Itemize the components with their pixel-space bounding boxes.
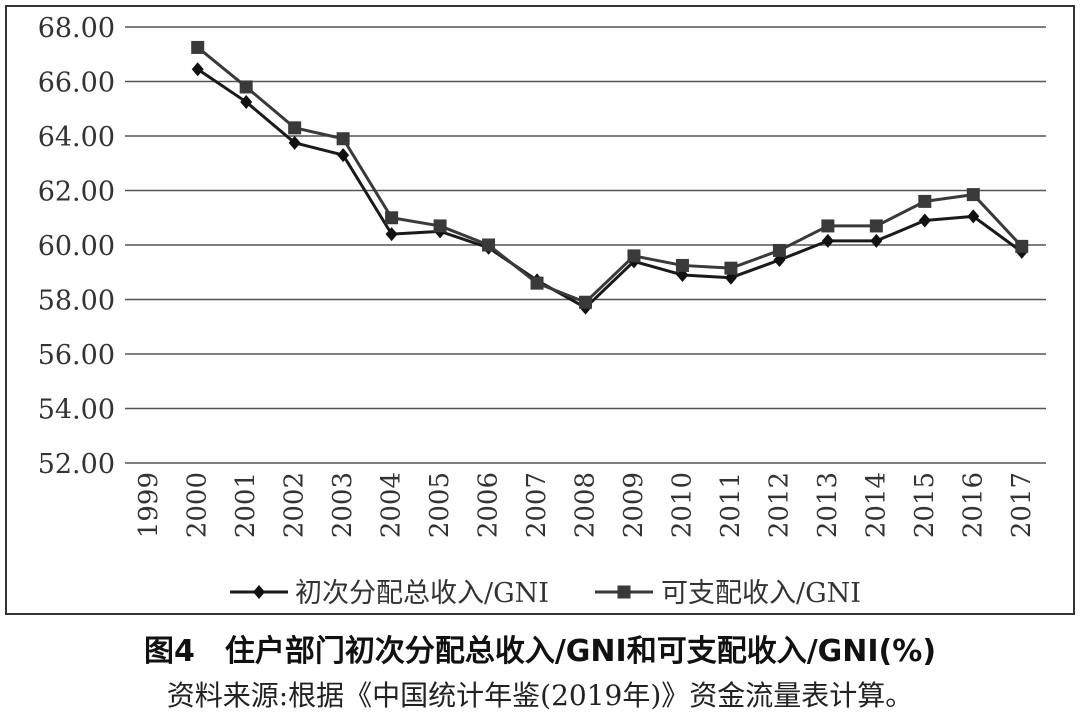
data-point xyxy=(773,252,786,267)
data-point xyxy=(627,249,641,263)
data-point xyxy=(385,227,398,242)
x-tick-label: 1999 xyxy=(134,472,164,538)
data-point xyxy=(240,94,253,109)
x-axis-ticks: 1999 2000 2001 2002 2003 2004 2005 2006 2007 2008… xyxy=(134,472,1037,538)
x-tick-label: 2013 xyxy=(813,472,843,538)
y-tick-label: 64.00 xyxy=(38,122,115,153)
figure-source: 资料来源:根据《中国统计年鉴(2019年)》资金流量表计算。 xyxy=(166,679,914,712)
x-tick-label: 2017 xyxy=(1007,472,1037,538)
legend-item-1: 初次分配总收入/GNI xyxy=(230,578,549,609)
y-tick-label: 58.00 xyxy=(38,286,115,317)
data-point xyxy=(821,233,834,248)
x-tick-label: 2001 xyxy=(231,472,261,538)
x-tick-label: 2005 xyxy=(425,472,455,538)
data-point xyxy=(337,148,350,163)
series xyxy=(191,40,1029,315)
legend-item-2: 可支配收入/GNI xyxy=(595,578,861,609)
x-tick-label: 2014 xyxy=(861,472,891,538)
series-line xyxy=(196,67,1023,310)
data-point xyxy=(530,276,544,290)
data-point xyxy=(821,219,835,233)
legend-label: 初次分配总收入/GNI xyxy=(295,578,549,609)
data-point xyxy=(772,243,786,257)
data-point xyxy=(288,121,302,135)
x-tick-label: 2012 xyxy=(764,472,794,538)
data-point xyxy=(724,261,738,275)
x-tick-label: 2008 xyxy=(571,472,601,538)
legend-marker xyxy=(617,585,631,599)
data-point xyxy=(869,219,883,233)
x-tick-label: 2006 xyxy=(474,472,504,538)
x-tick-label: 2000 xyxy=(183,472,213,538)
x-tick-label: 2010 xyxy=(667,472,697,538)
data-point xyxy=(1015,239,1029,253)
legend-label: 可支配收入/GNI xyxy=(661,578,861,609)
data-point xyxy=(336,132,350,146)
series-line xyxy=(196,46,1023,304)
y-tick-label: 62.00 xyxy=(38,177,115,208)
y-tick-label: 66.00 xyxy=(38,68,115,99)
chart-border xyxy=(5,5,1075,615)
x-tick-label: 2009 xyxy=(619,472,649,538)
y-tick-label: 52.00 xyxy=(38,449,115,480)
y-axis-ticks: 52.00 54.00 56.00 58.00 60.00 62.00 64.00 66.00… xyxy=(38,13,115,480)
data-point xyxy=(918,213,931,228)
data-point xyxy=(385,211,399,225)
data-point xyxy=(966,188,980,202)
y-tick-label: 60.00 xyxy=(38,231,115,262)
chart: 52.00 54.00 56.00 58.00 60.00 62.00 64.00 66.00… xyxy=(5,5,1075,615)
data-point xyxy=(288,135,301,150)
data-point xyxy=(870,233,883,248)
x-tick-label: 2004 xyxy=(377,472,407,538)
y-tick-label: 54.00 xyxy=(38,395,115,426)
y-tick-label: 68.00 xyxy=(38,13,115,44)
y-tick-label: 56.00 xyxy=(38,340,115,371)
data-point xyxy=(191,40,205,54)
figure-title: 图4 住户部门初次分配总收入/GNI和可支配收入/GNI(%) xyxy=(143,634,937,669)
x-tick-label: 2011 xyxy=(716,472,746,538)
data-point xyxy=(482,238,496,252)
data-point xyxy=(433,219,447,233)
data-point xyxy=(191,62,204,77)
data-point xyxy=(579,295,592,309)
x-tick-label: 2015 xyxy=(910,472,940,538)
data-point xyxy=(918,194,932,208)
data-point xyxy=(967,209,980,224)
x-tick-label: 2016 xyxy=(958,472,988,538)
legend-marker xyxy=(253,585,265,599)
x-tick-label: 2007 xyxy=(522,472,552,538)
gridlines xyxy=(125,26,1046,464)
series-2 xyxy=(191,40,1029,309)
data-point xyxy=(675,258,689,272)
x-tick-label: 2002 xyxy=(280,472,310,538)
legend: 初次分配总收入/GNI 可支配收入/GNI xyxy=(230,578,861,609)
data-point xyxy=(239,80,253,94)
x-tick-label: 2003 xyxy=(328,472,358,538)
